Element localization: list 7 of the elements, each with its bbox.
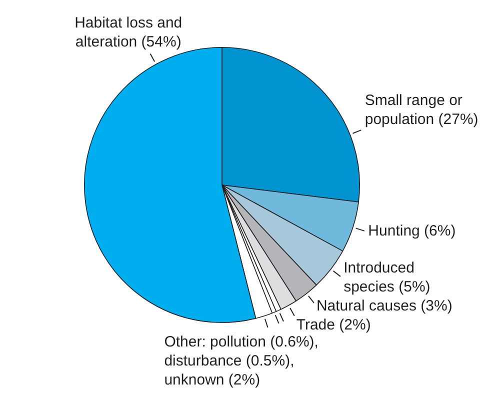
slice-label: Habitat loss and alteration (54%) [74, 14, 182, 51]
slice-label: Natural causes (3%) [316, 297, 452, 314]
slice-label: Introduced species (5%) [344, 259, 430, 296]
slice-label: Small range or population (27%) [364, 92, 478, 128]
slice-label: Hunting (6%) [368, 222, 456, 240]
text: Other: pollution (0.6%), disturbance (0.5%), unknown (2%) [164, 334, 318, 389]
legend-label: Trade (2%) [296, 316, 371, 334]
